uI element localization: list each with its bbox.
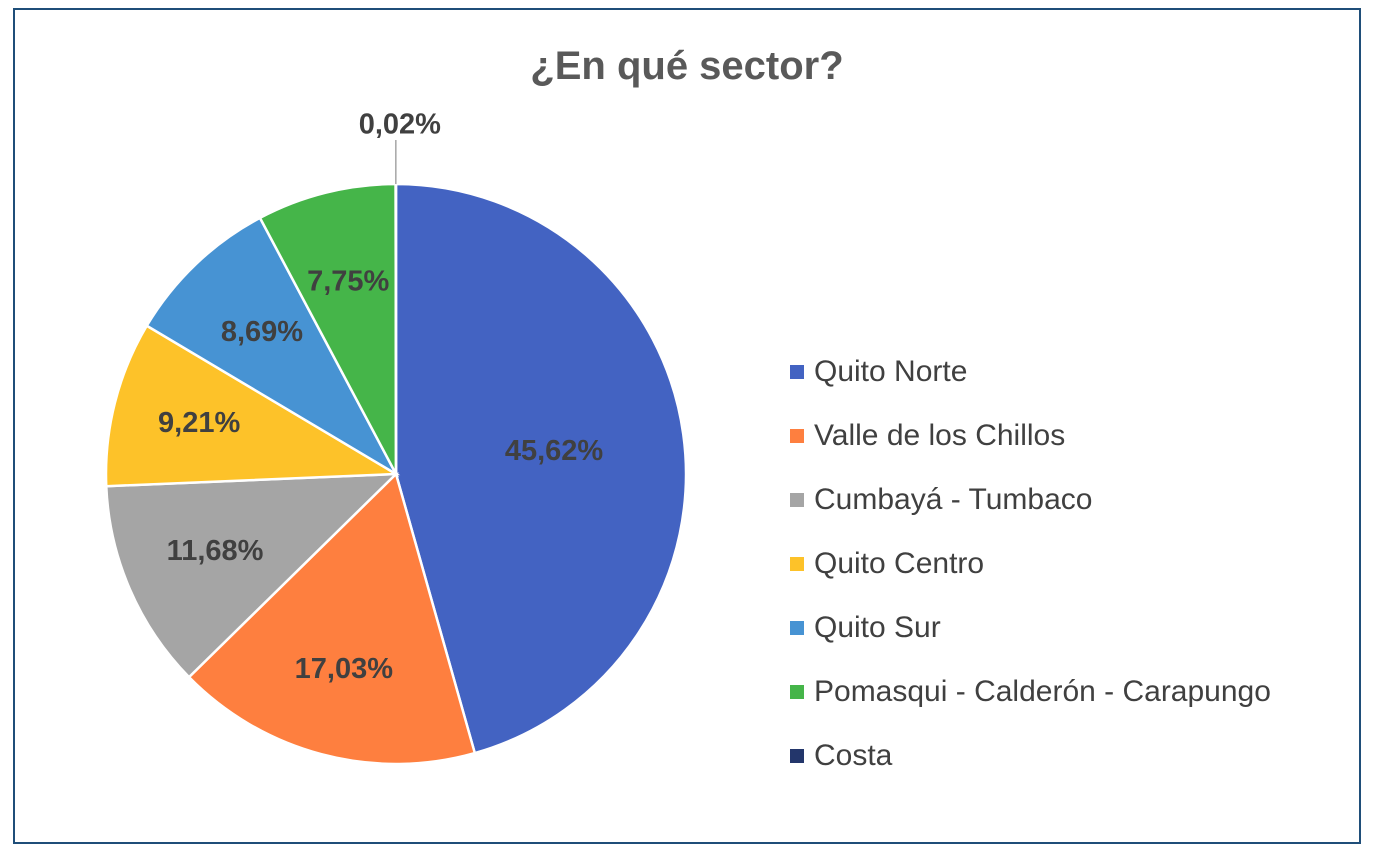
- legend-label: Cumbayá - Tumbaco: [814, 483, 1093, 516]
- legend-label: Quito Centro: [814, 547, 985, 580]
- legend-item: Cumbayá - Tumbaco: [790, 468, 1271, 532]
- legend-swatch: [790, 493, 804, 507]
- legend-label: Costa: [814, 739, 893, 772]
- pie-data-labels: 45,62% 17,03% 11,68% 9,21% 8,69%7,75% 0,02%: [158, 109, 603, 685]
- data-label: 8,69%: [221, 316, 303, 348]
- legend-label: Pomasqui - Calderón - Carapungo: [814, 675, 1271, 708]
- data-label: 17,03%: [295, 653, 394, 685]
- legend-swatch: [790, 365, 804, 379]
- legend-label: Quito Sur: [814, 611, 941, 644]
- pie-slices: [104, 182, 688, 766]
- legend-item: Quito Sur: [790, 596, 1271, 660]
- legend-label: Valle de los Chillos: [814, 419, 1066, 452]
- legend-swatch: [790, 429, 804, 443]
- legend-swatch: [790, 749, 804, 763]
- data-label: 0,02%: [359, 109, 441, 141]
- legend-label: Quito Norte: [814, 355, 968, 388]
- legend-item: Costa: [790, 724, 1271, 788]
- data-label: 7,75%: [307, 265, 389, 297]
- pie-slice: [187, 471, 477, 766]
- pie-slice: [104, 324, 401, 488]
- legend-item: Quito Centro: [790, 532, 1271, 596]
- legend: Quito Norte Valle de los Chillos Cumbayá -…: [790, 340, 1271, 788]
- legend-swatch: [790, 621, 804, 635]
- data-label: 9,21%: [158, 407, 240, 439]
- legend-item: Pomasqui - Calderón - Carapungo: [790, 660, 1271, 724]
- pie-slice: [394, 182, 688, 755]
- chart-title: ¿En qué sector?: [530, 44, 844, 88]
- pie-slice: [104, 472, 400, 679]
- legend-item: Valle de los Chillos: [790, 404, 1271, 468]
- legend-item: Quito Norte: [790, 340, 1271, 404]
- data-label: 45,62%: [505, 435, 604, 467]
- data-label: 11,68%: [167, 535, 264, 567]
- pie-slice: [145, 216, 400, 478]
- legend-swatch: [790, 685, 804, 699]
- pie-slice: [258, 182, 398, 475]
- legend-swatch: [790, 557, 804, 571]
